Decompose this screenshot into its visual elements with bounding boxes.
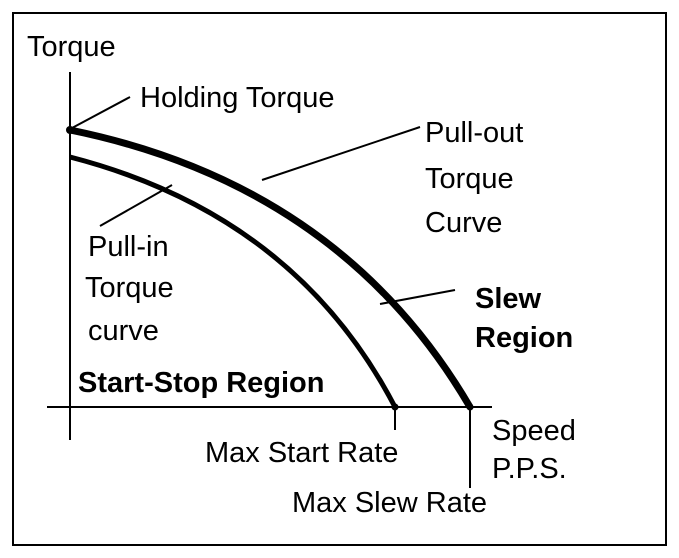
start-stop-region-label: Start-Stop Region xyxy=(78,367,325,399)
pull-out-label-3: Curve xyxy=(425,207,502,239)
pull-in-label-3: curve xyxy=(88,315,159,347)
pull-out-torque-curve xyxy=(69,126,474,409)
pull-out-label-1: Pull-out xyxy=(425,117,523,149)
slew-region-leader xyxy=(379,289,456,305)
pull-in-label-1: Pull-in xyxy=(88,231,169,263)
x-axis-label-1: Speed xyxy=(492,415,576,447)
holding-torque-point xyxy=(66,126,74,134)
pull-in-label-2: Torque xyxy=(85,272,174,304)
slew-region-label-1: Slew xyxy=(475,283,542,315)
holding-torque-leader xyxy=(71,96,131,129)
pull-out-label-2: Torque xyxy=(425,163,514,195)
pull-in-torque-curve xyxy=(69,154,398,409)
y-axis-label: Torque xyxy=(27,31,116,63)
x-axis-label-2: P.P.S. xyxy=(492,453,567,485)
slew-region-label-2: Region xyxy=(475,322,573,354)
max-slew-rate-label: Max Slew Rate xyxy=(292,487,487,519)
max-start-rate-label: Max Start Rate xyxy=(205,437,398,469)
pull-in-leader xyxy=(99,184,173,227)
pull-out-leader xyxy=(261,126,421,181)
frame-border xyxy=(12,12,667,546)
holding-torque-label: Holding Torque xyxy=(140,82,335,114)
